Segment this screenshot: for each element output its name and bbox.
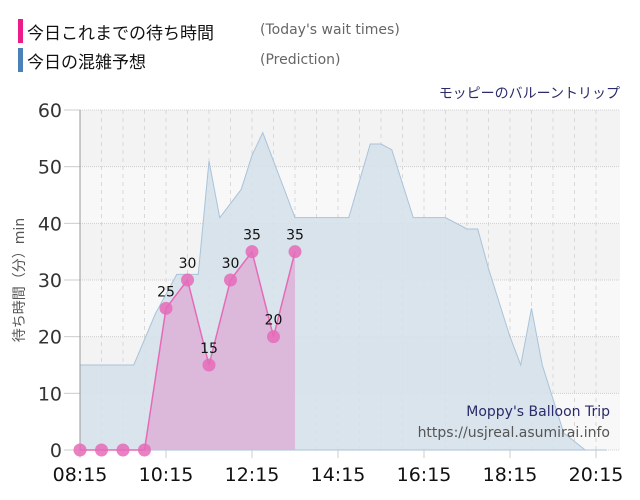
y-tick-label: 40: [38, 213, 62, 235]
x-tick-label: 16:15: [397, 464, 452, 486]
legend-item-prediction: 今日の混雑予想: [18, 48, 146, 73]
data-label: 35: [243, 228, 261, 244]
y-tick-label: 60: [38, 100, 62, 122]
x-tick-label: 10:15: [139, 464, 194, 486]
x-tick-label: 20:15: [569, 464, 624, 486]
actual-area: [80, 251, 295, 450]
y-axis-label: 待ち時間（分）min: [12, 218, 28, 342]
x-tick-label: 18:15: [483, 464, 538, 486]
y-tick-label: 10: [38, 383, 62, 405]
data-point[interactable]: [116, 443, 130, 457]
legend-label-en: (Today's wait times): [260, 22, 400, 38]
y-tick-label: 0: [50, 440, 62, 462]
data-point[interactable]: [181, 273, 194, 287]
x-tick-label: 14:15: [311, 464, 366, 486]
data-point[interactable]: [159, 301, 173, 315]
y-tick-label: 50: [38, 157, 62, 179]
watermark-url: https://usjreal.asumirai.info: [418, 425, 610, 441]
y-tick-label: 20: [38, 327, 62, 349]
legend-item-today: 今日これまでの待ち時間: [18, 19, 214, 44]
x-tick-label: 12:15: [225, 464, 280, 486]
data-point[interactable]: [245, 245, 259, 259]
data-point[interactable]: [202, 358, 216, 372]
y-tick-label: 30: [38, 270, 62, 292]
legend-label-jp: 今日これまでの待ち時間: [27, 23, 214, 44]
watermark-name: Moppy's Balloon Trip: [466, 404, 610, 420]
data-point[interactable]: [224, 273, 237, 287]
data-label: 35: [286, 228, 304, 244]
data-label: 20: [265, 313, 283, 329]
data-label: 30: [179, 256, 197, 272]
legend-label-jp: 今日の混雑予想: [27, 52, 146, 73]
data-point[interactable]: [73, 443, 87, 457]
data-label: 30: [222, 256, 240, 272]
data-point[interactable]: [95, 443, 108, 457]
data-label: 25: [157, 284, 175, 300]
attraction-title: モッピーのバルーントリップ: [438, 86, 620, 102]
legend-swatch-blue: [18, 48, 23, 72]
legend-swatch-pink: [18, 19, 23, 43]
data-point[interactable]: [267, 330, 280, 344]
data-point[interactable]: [288, 245, 302, 259]
legend-label-en: (Prediction): [260, 52, 341, 68]
data-label: 15: [200, 341, 218, 357]
x-tick-label: 08:15: [53, 464, 108, 486]
data-point[interactable]: [138, 443, 151, 457]
